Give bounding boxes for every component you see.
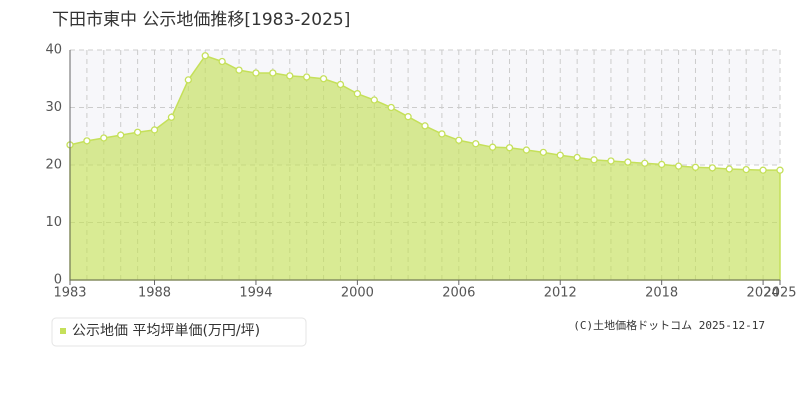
- legend-label: 公示地価 平均坪単価(万円/坪): [72, 323, 260, 339]
- point: [556, 151, 564, 159]
- area: [69, 54, 781, 281]
- point: [150, 126, 159, 134]
- point: [133, 128, 142, 136]
- point: [100, 134, 108, 142]
- point: [370, 96, 378, 104]
- point: [286, 72, 294, 80]
- point: [455, 136, 463, 144]
- point: [607, 157, 615, 165]
- x-tick-label: 2025: [763, 286, 796, 301]
- point: [658, 160, 666, 169]
- legend-box: [51, 317, 307, 347]
- point: [590, 156, 598, 164]
- y-tick-label: 10: [45, 215, 62, 230]
- x-tick-label: 2024: [747, 286, 780, 301]
- legend-swatch: [60, 328, 66, 334]
- point: [742, 165, 750, 174]
- x-tick-label: 1994: [239, 286, 272, 301]
- point: [218, 57, 226, 66]
- x-tick-label: 2018: [645, 286, 678, 301]
- point: [573, 153, 581, 162]
- x-tick-label: 2012: [544, 286, 577, 301]
- point: [167, 113, 176, 121]
- y-tick-label: 0: [54, 273, 62, 288]
- point: [353, 90, 362, 98]
- point: [708, 164, 717, 172]
- point: [404, 113, 412, 121]
- point: [624, 158, 632, 166]
- point: [319, 75, 328, 83]
- x-tick-label: 1983: [53, 286, 86, 301]
- point: [641, 159, 649, 167]
- point: [759, 166, 767, 174]
- point: [303, 73, 311, 81]
- point: [421, 122, 429, 130]
- point: [776, 166, 784, 174]
- point: [387, 103, 395, 112]
- point: [83, 137, 91, 145]
- point: [235, 66, 243, 74]
- x-tick-label: 2000: [341, 286, 374, 301]
- point: [117, 131, 125, 139]
- point: [505, 144, 514, 152]
- point: [488, 143, 497, 151]
- y-tick-label: 30: [45, 100, 62, 115]
- point: [674, 162, 683, 170]
- copyright: (C)土地価格ドットコム 2025-12-17: [573, 318, 765, 332]
- chart-title: 下田市東中 公示地価推移[1983-2025]: [52, 10, 350, 30]
- point: [184, 76, 192, 84]
- point: [691, 163, 700, 171]
- point: [201, 52, 209, 60]
- x-tick-label: 1988: [138, 286, 171, 301]
- point: [522, 146, 531, 154]
- point: [539, 148, 547, 157]
- point: [472, 140, 480, 148]
- point: [336, 80, 345, 89]
- point: [725, 165, 733, 173]
- point: [269, 69, 277, 77]
- y-tick-label: 40: [45, 43, 62, 58]
- x-tick-label: 2006: [442, 286, 475, 301]
- point: [438, 130, 446, 138]
- y-tick-label: 20: [45, 158, 62, 173]
- point: [252, 69, 260, 77]
